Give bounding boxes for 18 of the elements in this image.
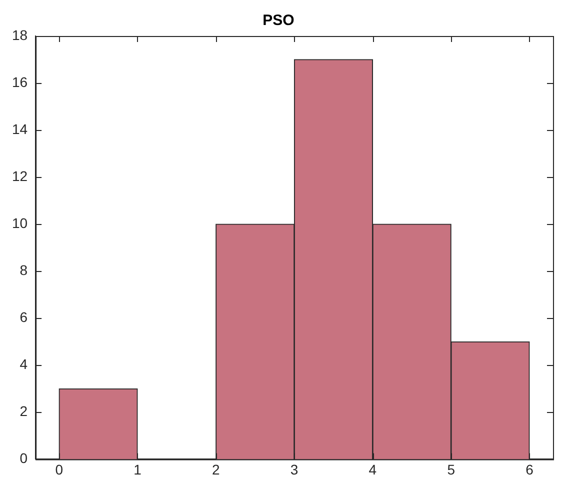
x-tick-label: 2 [212,461,220,478]
y-tick-label: 14 [12,120,28,137]
y-tick-label: 4 [20,356,28,372]
x-tick-label: 3 [290,461,298,478]
y-tick-label: 8 [20,262,28,278]
y-tick-label: 18 [12,26,28,43]
y-tick-label: 12 [12,168,28,184]
x-tick-label: 4 [368,461,377,478]
y-tick-label: 16 [12,74,28,90]
y-tick-label: 0 [20,450,28,466]
chart-title: PSO [262,12,295,30]
x-tick-label: 1 [134,461,142,478]
x-tick-label: 6 [526,461,534,478]
y-tick-label: 6 [20,308,28,325]
x-tick-label: 5 [447,461,456,478]
x-tick-label: 0 [55,461,64,478]
y-tick-label: 2 [20,403,28,420]
y-tick-label: 10 [12,214,28,231]
